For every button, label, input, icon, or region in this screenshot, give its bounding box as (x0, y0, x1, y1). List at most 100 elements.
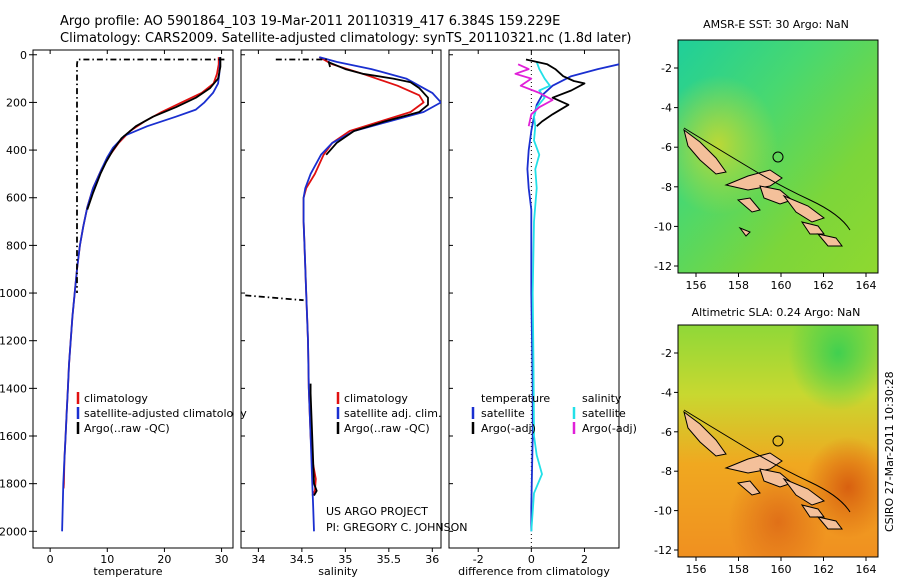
map-y-tick-label: -6 (661, 426, 672, 439)
legend-label-sal-argo: Argo(-adj) (582, 422, 637, 435)
map-y-tick-label: -2 (661, 62, 672, 75)
sst-coastline (683, 127, 851, 231)
depth-tick-label: 1600 (0, 430, 27, 443)
legend-label-argo: Argo(..raw -QC) (84, 422, 170, 435)
map-x-tick-label: 164 (856, 563, 877, 576)
map-x-tick-label: 158 (728, 279, 749, 292)
x-tick-label: 0 (528, 553, 535, 566)
difference-x-axis: -2 0 2 (473, 50, 588, 566)
difference-plot (514, 50, 619, 548)
x-tick-label: 35.5 (377, 553, 402, 566)
map-x-tick-label: 160 (771, 563, 792, 576)
depth-tick-label: 2000 (0, 525, 27, 538)
legend-label-climatology: climatology (84, 392, 148, 405)
depth-tick-label: 1000 (0, 287, 27, 300)
salinity-panel-frame (240, 49, 442, 549)
salinity-x-axis: 34 34.5 35 35.5 36 (251, 50, 439, 566)
depth-axis: 0 200 400 600 800 1000 1200 1400 1600 1800 2000 (0, 49, 453, 538)
legend-label-temp-satellite: satellite (481, 407, 525, 420)
map-y-tick-label: -8 (661, 181, 672, 194)
series-line-satellite (302, 56, 441, 532)
map-y-tick-label: -10 (654, 220, 672, 233)
sst-axes: 156 158 160 162 164 -2 -4 -6 -8 -10 -12 (654, 62, 876, 292)
salinity-xlabel: salinity (318, 565, 358, 578)
legend-label-argo: Argo(..raw -QC) (344, 422, 430, 435)
map-x-tick-label: 162 (813, 563, 834, 576)
series-line-argo-qc (76, 58, 225, 293)
map-y-tick-label: -12 (654, 544, 672, 557)
legend-heading-temperature: temperature (481, 392, 550, 405)
map-x-tick-label: 156 (686, 563, 707, 576)
depth-tick-label: 600 (6, 192, 27, 205)
legend-label-temp-argo: Argo(-adj) (481, 422, 536, 435)
map-y-tick-label: -8 (661, 465, 672, 478)
depth-tick-label: 1800 (0, 478, 27, 491)
credit-project: US ARGO PROJECT (326, 505, 428, 518)
legend-label-satellite: satellite-adjusted climatology (84, 407, 247, 420)
salinity-legend: climatology satellite adj. clim. Argo(..… (336, 392, 441, 435)
map-y-tick-label: -10 (654, 505, 672, 518)
x-tick-label: 34.5 (290, 553, 315, 566)
x-tick-label: 10 (100, 553, 114, 566)
sst-map (677, 39, 879, 274)
x-tick-label: 35 (338, 553, 352, 566)
legend-heading-salinity: salinity (582, 392, 622, 405)
sla-map (677, 324, 879, 558)
series-line-temp-satellite (526, 63, 619, 532)
temperature-plot (61, 57, 225, 532)
map-x-tick-label: 164 (856, 279, 877, 292)
sst-argo-location-marker (772, 151, 784, 163)
sla-argo-location-marker (772, 435, 784, 447)
legend-label-sal-satellite: satellite (582, 407, 626, 420)
series-line-argo (86, 57, 222, 210)
map-y-tick-label: -6 (661, 141, 672, 154)
sla-map-frame (677, 324, 879, 558)
series-line-argo-qc-deep (245, 294, 304, 302)
series-line-argo (325, 61, 429, 156)
difference-panel-frame (448, 49, 620, 549)
series-line-argo-qc (275, 58, 332, 70)
legend-label-climatology: climatology (344, 392, 408, 405)
depth-tick-label: 800 (6, 239, 27, 252)
legend-label-satellite: satellite adj. clim. (344, 407, 441, 420)
x-tick-label: -2 (473, 553, 484, 566)
sla-map-title: Altimetric SLA: 0.24 Argo: NaN (692, 306, 861, 319)
map-y-tick-label: -2 (661, 347, 672, 360)
series-line-satellite (61, 57, 221, 532)
x-tick-label: 36 (425, 553, 439, 566)
x-tick-label: 34 (251, 553, 265, 566)
difference-xlabel: difference from climatology (458, 565, 610, 578)
map-x-tick-label: 162 (813, 279, 834, 292)
depth-tick-label: 400 (6, 144, 27, 157)
x-tick-label: 0 (47, 553, 54, 566)
sla-coastline (683, 409, 851, 513)
map-x-tick-label: 156 (686, 279, 707, 292)
depth-tick-label: 0 (20, 49, 27, 62)
depth-tick-label: 1200 (0, 335, 27, 348)
sst-map-title: AMSR-E SST: 30 Argo: NaN (703, 18, 849, 31)
map-y-tick-label: -4 (661, 386, 672, 399)
map-x-tick-label: 158 (728, 563, 749, 576)
map-x-tick-label: 160 (771, 279, 792, 292)
temperature-panel-frame (32, 49, 234, 549)
series-line-temp-argo (525, 58, 586, 127)
x-tick-label: 20 (157, 553, 171, 566)
sst-map-frame (677, 39, 879, 274)
temperature-x-axis: 0 10 20 30 (47, 50, 229, 566)
series-line-sal-argo (514, 63, 554, 127)
x-tick-label: 30 (215, 553, 229, 566)
series-line-argo-deep (309, 383, 318, 497)
temperature-xlabel: temperature (93, 565, 162, 578)
difference-legend: temperature satellite Argo(-adj) salinit… (471, 392, 637, 435)
map-y-tick-label: -4 (661, 102, 672, 115)
depth-tick-label: 1400 (0, 382, 27, 395)
series-line-sal-satellite (530, 61, 551, 532)
map-y-tick-label: -12 (654, 260, 672, 273)
credit-pi: PI: GREGORY C. JOHNSON (326, 521, 467, 534)
title-line-2: Climatology: CARS2009. Satellite-adjuste… (60, 31, 632, 46)
title-line-1: Argo profile: AO 5901864_103 19-Mar-2011… (60, 14, 560, 29)
timestamp-stamp: CSIRO 27-Mar-2011 10:30:28 (883, 371, 896, 532)
depth-tick-label: 200 (6, 96, 27, 109)
sla-axes: 156 158 160 162 164 -2 -4 -6 -8 -10 -12 (654, 347, 876, 576)
